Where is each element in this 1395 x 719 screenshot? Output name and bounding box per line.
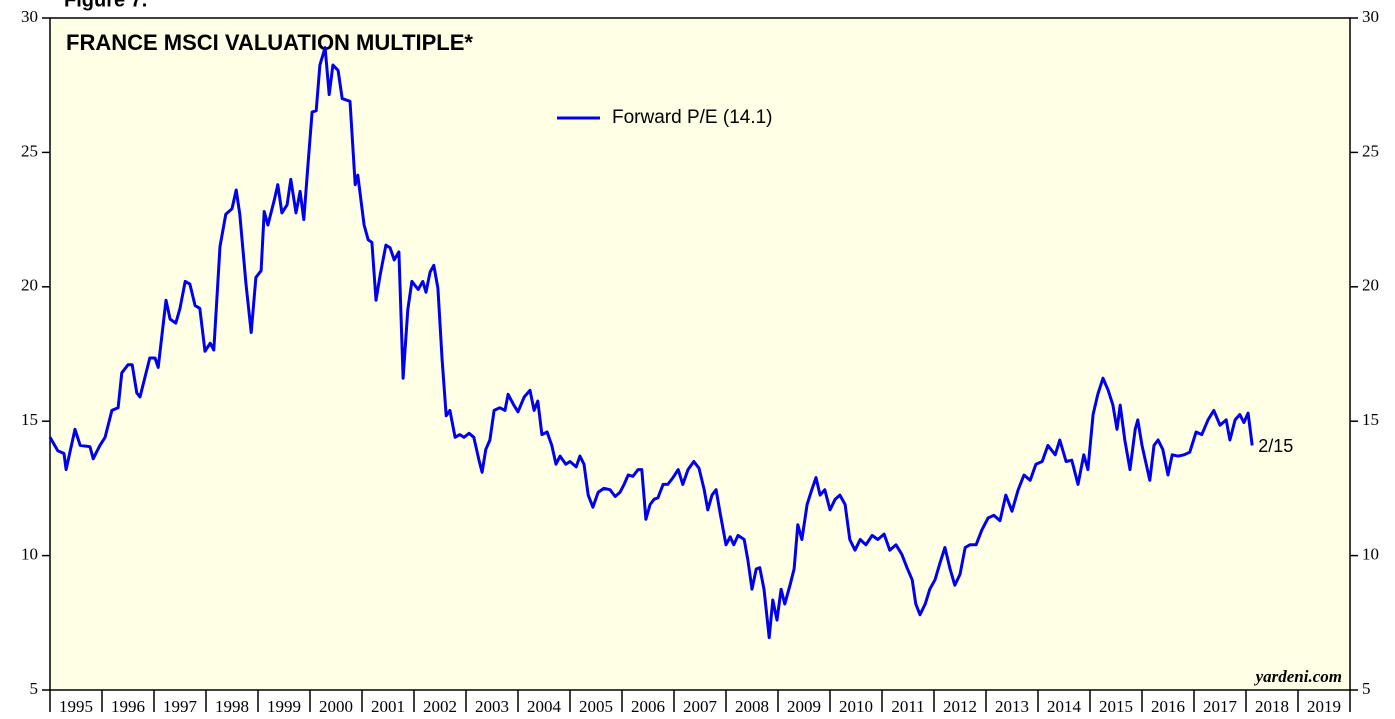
figure-label: Figure 7. [64,0,147,11]
x-tick-label: 2014 [1047,697,1082,716]
y2-tick-label: 30 [1362,7,1379,26]
x-tick-label: 1995 [59,697,93,716]
x-tick-label: 2016 [1151,697,1185,716]
x-tick-label: 2018 [1255,697,1289,716]
y2-tick-label: 20 [1362,276,1379,295]
x-tick-label: 1998 [215,697,249,716]
y2-tick-label: 5 [1362,679,1371,698]
x-tick-label: 2012 [943,697,977,716]
plot-area [49,17,1351,691]
series-line [48,46,1254,640]
x-tick-label: 2001 [371,697,405,716]
x-tick-label: 2019 [1307,697,1341,716]
y-tick-label: 5 [30,679,39,698]
y2-tick-label: 15 [1362,410,1379,429]
annotation: 2/15 [1258,436,1293,456]
x-tick-label: 2017 [1203,697,1238,716]
x-tick-label: 2006 [631,697,665,716]
x-tick-label: 1996 [111,697,145,716]
y-tick-label: 30 [21,7,38,26]
source: yardeni.com [1254,667,1342,686]
x-tick-label: 2008 [735,697,769,716]
x-tick-label: 2003 [475,697,509,716]
legend-label: Forward P/E (14.1) [612,107,773,128]
y-tick-label: 25 [21,141,38,160]
x-tick-label: 2009 [787,697,821,716]
x-tick-label: 2007 [683,697,718,716]
x-tick-label: 1999 [267,697,301,716]
x-tick-label: 2002 [423,697,457,716]
x-tick-label: 2004 [527,697,562,716]
y2-tick-label: 10 [1362,545,1379,564]
y-tick-label: 10 [21,545,38,564]
x-tick-label: 2010 [839,697,873,716]
chart-title: FRANCE MSCI VALUATION MULTIPLE* [66,30,473,55]
x-tick-label: 2011 [891,697,924,716]
x-tick-label: 1997 [163,697,198,716]
y2-tick-label: 25 [1362,141,1379,160]
x-tick-label: 2000 [319,697,353,716]
y-tick-label: 15 [21,410,38,429]
x-tick-label: 2015 [1099,697,1133,716]
y-tick-label: 20 [21,276,38,295]
x-tick-label: 2013 [995,697,1029,716]
x-tick-label: 2005 [579,697,613,716]
